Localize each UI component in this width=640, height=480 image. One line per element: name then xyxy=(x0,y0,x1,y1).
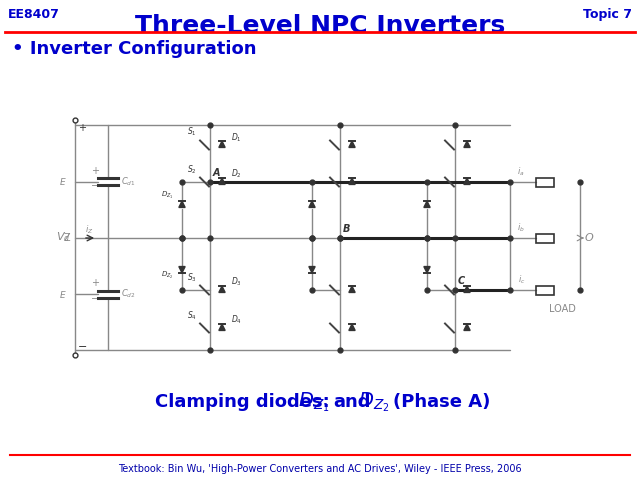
Text: −: − xyxy=(91,294,99,304)
Text: Clamping diodes:: Clamping diodes: xyxy=(155,393,330,411)
Text: $i_Z$: $i_Z$ xyxy=(84,224,93,237)
Polygon shape xyxy=(464,141,470,147)
Text: Three-Level NPC Inverters: Three-Level NPC Inverters xyxy=(135,14,505,38)
Text: +: + xyxy=(91,278,99,288)
Text: +: + xyxy=(78,123,86,133)
Text: $S_4$: $S_4$ xyxy=(187,309,197,322)
Text: $E$: $E$ xyxy=(59,176,67,187)
Polygon shape xyxy=(424,266,430,273)
Polygon shape xyxy=(179,201,185,207)
Text: $S_3$: $S_3$ xyxy=(187,271,197,284)
Text: $S_2$: $S_2$ xyxy=(188,163,197,176)
Polygon shape xyxy=(349,178,355,184)
Text: $i_c$: $i_c$ xyxy=(518,274,525,287)
Polygon shape xyxy=(464,286,470,292)
Text: $D_1$: $D_1$ xyxy=(231,131,242,144)
Polygon shape xyxy=(464,178,470,184)
Text: $\mathit{D}_{Z_1}$: $\mathit{D}_{Z_1}$ xyxy=(298,390,330,414)
Polygon shape xyxy=(219,141,225,147)
Text: Topic 7: Topic 7 xyxy=(583,8,632,21)
Text: EE8407: EE8407 xyxy=(8,8,60,21)
Polygon shape xyxy=(219,286,225,292)
Text: Z: Z xyxy=(63,233,70,243)
Polygon shape xyxy=(349,141,355,147)
Polygon shape xyxy=(219,178,225,184)
Polygon shape xyxy=(309,266,315,273)
Text: $i_a$: $i_a$ xyxy=(518,166,525,179)
Text: $E$: $E$ xyxy=(59,288,67,300)
Text: B: B xyxy=(343,224,350,234)
Text: C: C xyxy=(458,276,465,286)
Polygon shape xyxy=(349,324,355,330)
Text: $D_{Z_1}$: $D_{Z_1}$ xyxy=(161,190,174,201)
Bar xyxy=(536,233,554,242)
Bar xyxy=(536,178,554,187)
Text: $C_{d1}$: $C_{d1}$ xyxy=(121,175,136,188)
Text: $D_3$: $D_3$ xyxy=(231,276,242,288)
Text: (Phase A): (Phase A) xyxy=(393,393,490,411)
Bar xyxy=(536,286,554,295)
Text: $D_{Z_2}$: $D_{Z_2}$ xyxy=(161,270,174,281)
Text: $\mathit{D}_{Z_2}$: $\mathit{D}_{Z_2}$ xyxy=(358,390,389,414)
Text: $C_{d2}$: $C_{d2}$ xyxy=(121,288,136,300)
Text: $D_2$: $D_2$ xyxy=(231,168,242,180)
Polygon shape xyxy=(424,201,430,207)
Polygon shape xyxy=(179,266,185,273)
Text: −: − xyxy=(78,342,88,352)
Text: A: A xyxy=(213,168,221,178)
Polygon shape xyxy=(309,201,315,207)
Polygon shape xyxy=(219,324,225,330)
Text: $V_d$: $V_d$ xyxy=(56,230,70,244)
Text: $S_1$: $S_1$ xyxy=(188,126,197,139)
Text: • Inverter Configuration: • Inverter Configuration xyxy=(12,40,257,58)
Text: Textbook: Bin Wu, 'High-Power Converters and AC Drives', Wiley - IEEE Press, 200: Textbook: Bin Wu, 'High-Power Converters… xyxy=(118,464,522,474)
Text: LOAD: LOAD xyxy=(549,304,576,314)
Text: and: and xyxy=(333,393,371,411)
Polygon shape xyxy=(349,286,355,292)
Polygon shape xyxy=(464,324,470,330)
Text: $D_4$: $D_4$ xyxy=(231,314,242,326)
Text: −: − xyxy=(91,181,99,192)
Text: +: + xyxy=(91,166,99,176)
Text: $i_b$: $i_b$ xyxy=(517,222,525,235)
Text: O: O xyxy=(585,233,594,243)
